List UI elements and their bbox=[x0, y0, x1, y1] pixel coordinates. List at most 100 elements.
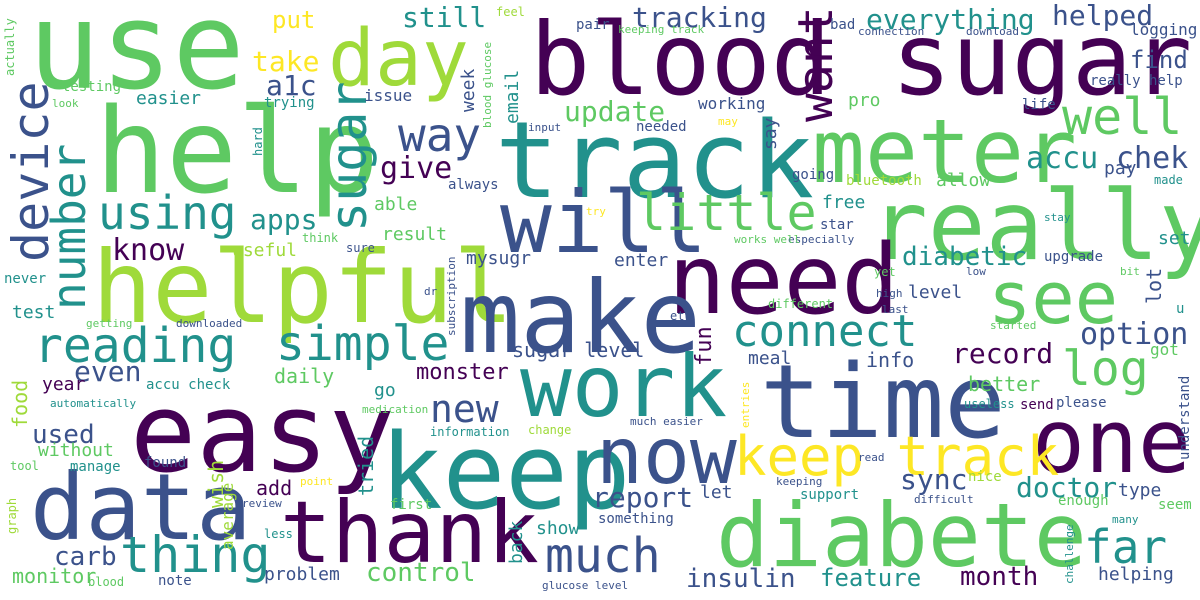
word: monster bbox=[416, 360, 509, 385]
word: know bbox=[112, 233, 185, 268]
word: tool bbox=[10, 459, 39, 473]
word: feature bbox=[820, 564, 922, 592]
word: read bbox=[858, 451, 885, 464]
word: support bbox=[800, 487, 860, 503]
word: new bbox=[430, 387, 499, 431]
word: now bbox=[596, 412, 737, 502]
word: blood glucose bbox=[481, 41, 494, 128]
word: update bbox=[564, 95, 666, 128]
word: enough bbox=[1058, 493, 1109, 509]
word: connection bbox=[858, 25, 925, 38]
word: food bbox=[8, 379, 32, 428]
word: low bbox=[966, 265, 986, 278]
word: better bbox=[968, 372, 1041, 396]
word: simple bbox=[276, 316, 450, 372]
word: graph bbox=[5, 497, 19, 534]
word: time bbox=[760, 343, 1006, 462]
word: tried bbox=[354, 435, 378, 496]
word: diabete bbox=[716, 484, 1087, 587]
word: send bbox=[1020, 397, 1054, 413]
word: always bbox=[448, 177, 499, 193]
word: testing bbox=[62, 79, 122, 95]
word: used bbox=[32, 420, 95, 450]
word: review bbox=[242, 497, 282, 510]
word: logging bbox=[1130, 20, 1198, 39]
word: sure bbox=[346, 241, 375, 255]
word: take bbox=[252, 45, 320, 78]
word: nice bbox=[968, 469, 1002, 485]
word: daily bbox=[274, 364, 335, 388]
word: trying bbox=[264, 95, 315, 111]
word: keep bbox=[380, 411, 631, 533]
word: result bbox=[382, 224, 448, 245]
word: really help bbox=[1090, 73, 1183, 89]
word: first bbox=[390, 497, 433, 513]
word: understand bbox=[1177, 375, 1193, 460]
word: put bbox=[272, 6, 316, 34]
word: going bbox=[792, 167, 835, 183]
word: yet bbox=[874, 265, 896, 279]
word: stay bbox=[1044, 211, 1071, 224]
word: glucose level bbox=[542, 579, 629, 592]
word: medication bbox=[362, 403, 429, 416]
word: pay bbox=[1104, 158, 1137, 179]
word: thank bbox=[280, 483, 539, 583]
word: downloaded bbox=[176, 317, 243, 330]
word: look bbox=[52, 97, 79, 110]
word: reading bbox=[34, 318, 237, 374]
word: point bbox=[300, 475, 334, 488]
word: challenge bbox=[1063, 524, 1076, 584]
word: automatically bbox=[50, 397, 137, 410]
word: lot bbox=[1142, 267, 1166, 304]
word: meal bbox=[748, 348, 792, 369]
word: may bbox=[718, 115, 738, 128]
word: many bbox=[1112, 513, 1139, 526]
word: everything bbox=[866, 3, 1035, 36]
word: diabetic bbox=[902, 242, 1028, 272]
word: data bbox=[30, 454, 252, 561]
word: high bbox=[876, 287, 903, 300]
word: year bbox=[42, 374, 86, 395]
word: much bbox=[545, 528, 661, 584]
word: allow bbox=[936, 170, 991, 191]
word: meter bbox=[812, 100, 1077, 203]
word: monitor bbox=[12, 564, 97, 588]
word: make bbox=[460, 259, 701, 376]
word: download bbox=[966, 25, 1019, 38]
word: control bbox=[366, 558, 476, 588]
word: day bbox=[328, 14, 469, 104]
word: think bbox=[302, 231, 339, 245]
word: month bbox=[960, 562, 1039, 592]
word: dr bbox=[424, 285, 438, 298]
word: difficult bbox=[914, 493, 974, 506]
word: getting bbox=[86, 317, 133, 330]
word: got bbox=[1150, 340, 1179, 359]
word: note bbox=[158, 573, 192, 589]
word: star bbox=[820, 217, 854, 233]
word: week bbox=[458, 68, 479, 112]
word: helpful bbox=[92, 229, 514, 346]
word: blood sugar bbox=[530, 1, 1193, 118]
word: back bbox=[506, 520, 527, 564]
word: less bbox=[264, 527, 293, 541]
word: help bbox=[95, 82, 380, 220]
word: level bbox=[908, 282, 963, 303]
word: feel bbox=[496, 5, 525, 19]
word: really bbox=[870, 170, 1200, 282]
word: one bbox=[1032, 390, 1191, 493]
word: able bbox=[374, 194, 418, 215]
word: find bbox=[1130, 46, 1188, 74]
word: option bbox=[1080, 317, 1189, 352]
word: log bbox=[1062, 341, 1149, 397]
word: entries bbox=[739, 381, 752, 428]
word: much easier bbox=[630, 415, 703, 428]
word: please bbox=[1056, 395, 1107, 411]
word: need bbox=[668, 224, 900, 336]
word: report bbox=[592, 481, 694, 514]
word: keeping bbox=[776, 475, 823, 488]
word: even bbox=[74, 355, 142, 388]
word: carb bbox=[54, 542, 117, 572]
word: useless bbox=[964, 397, 1015, 411]
word: especially bbox=[788, 233, 855, 246]
